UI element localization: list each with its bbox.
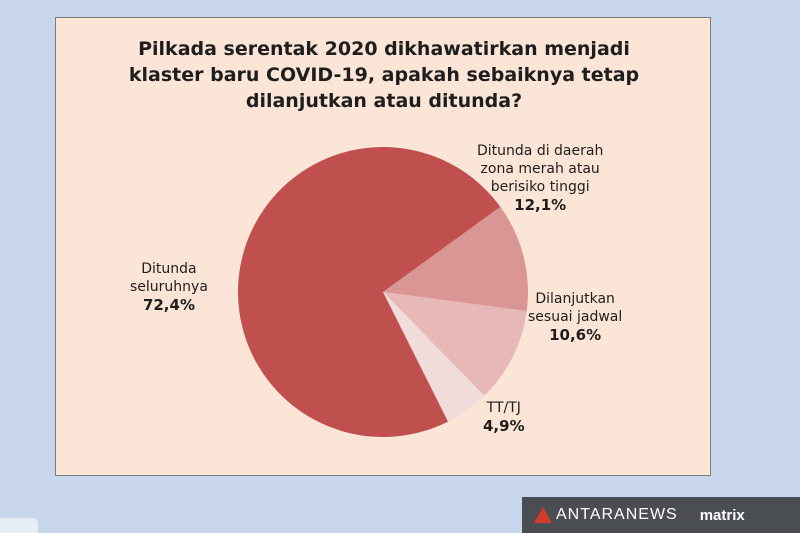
- corner-tab: [0, 518, 38, 533]
- pie-slice-dilanjutkan: [383, 292, 527, 396]
- pie-slice-ditunda-seluruhnya: [238, 147, 501, 438]
- pie-slice-tt-tj: [383, 292, 485, 422]
- slice-value-ditunda-zona-merah: 12,1%: [514, 196, 567, 214]
- antara-logo-icon: [534, 507, 552, 523]
- watermark-brand-left: ANTARANEWS: [556, 506, 678, 523]
- watermark-brand-right: matrix: [699, 506, 745, 524]
- chart-panel: Pilkada serentak 2020 dikhawatirkan menj…: [55, 17, 711, 476]
- slice-label-ditunda-zona-merah: Ditunda di daerah zona merah atau berisi…: [477, 143, 604, 214]
- pie-slice-ditunda-zona-merah: [383, 206, 529, 312]
- chart-title-line-2: klaster baru COVID-19, apakah sebaiknya …: [128, 64, 640, 86]
- chart-title-line-1: Pilkada serentak 2020 dikhawatirkan menj…: [138, 38, 630, 60]
- slice-value-dilanjutkan: 10,6%: [549, 326, 602, 344]
- chart-title: Pilkada serentak 2020 dikhawatirkan menj…: [56, 36, 712, 114]
- chart-title-line-3: dilanjutkan atau ditunda?: [245, 90, 523, 112]
- slice-value-tt-tj: 4,9%: [483, 417, 525, 435]
- slice-label-dilanjutkan: Dilanjutkan sesuai jadwal 10,6%: [528, 291, 623, 344]
- watermark-logo: ANTARANEWS matrix: [522, 497, 800, 533]
- pie-chart: [238, 147, 529, 438]
- slice-value-ditunda-seluruhnya: 72,4%: [142, 296, 195, 314]
- slice-label-ditunda-seluruhnya: Ditunda seluruhnya 72,4%: [130, 261, 208, 314]
- slice-label-tt-tj: TT/TJ 4,9%: [483, 400, 525, 435]
